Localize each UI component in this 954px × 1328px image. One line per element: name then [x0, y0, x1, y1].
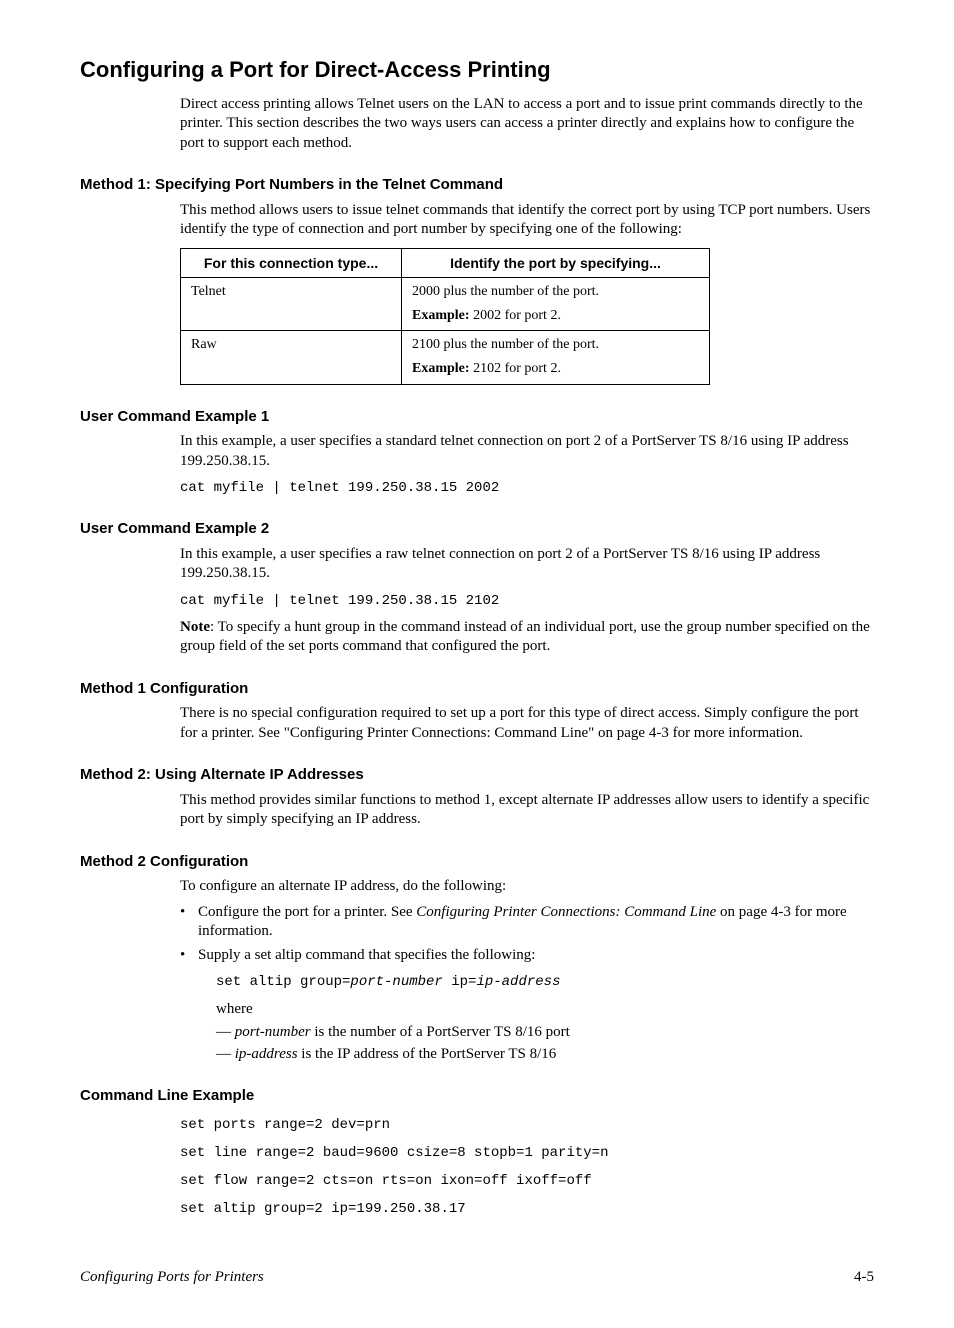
- cle-line: set altip group=2 ip=199.250.38.17: [180, 1200, 874, 1218]
- col-header-type: For this connection type...: [181, 248, 402, 277]
- method1-config-heading: Method 1 Configuration: [80, 679, 874, 699]
- altip-code: set altip group=port-number ip=ip-addres…: [216, 973, 874, 991]
- table-row: Raw 2100 plus the number of the port. Ex…: [181, 331, 710, 384]
- method1-text: This method allows users to issue telnet…: [180, 201, 874, 240]
- method2-config-intro: To configure an alternate IP address, do…: [180, 877, 874, 897]
- table-row: Telnet 2000 plus the number of the port.…: [181, 277, 710, 330]
- list-item: Configure the port for a printer. See Co…: [180, 903, 874, 942]
- method2-text: This method provides similar functions t…: [180, 791, 874, 830]
- example2-note: Note: To specify a hunt group in the com…: [180, 618, 874, 657]
- config-bullet-list: Configure the port for a printer. See Co…: [180, 903, 874, 1064]
- col-header-spec: Identify the port by specifying...: [402, 248, 710, 277]
- method2-config-heading: Method 2 Configuration: [80, 852, 874, 872]
- example1-code: cat myfile | telnet 199.250.38.15 2002: [180, 479, 874, 497]
- page-number: 4-5: [854, 1268, 874, 1288]
- example2-heading: User Command Example 2: [80, 519, 874, 539]
- cell-spec: 2100 plus the number of the port. Exampl…: [402, 331, 710, 384]
- dash-item: — ip-address is the IP address of the Po…: [216, 1045, 874, 1065]
- cle-line: set ports range=2 dev=prn: [180, 1116, 874, 1134]
- cell-type: Telnet: [181, 277, 402, 330]
- method2-heading: Method 2: Using Alternate IP Addresses: [80, 765, 874, 785]
- example1-text: In this example, a user specifies a stan…: [180, 432, 874, 471]
- example2-text: In this example, a user specifies a raw …: [180, 545, 874, 584]
- table-header-row: For this connection type... Identify the…: [181, 248, 710, 277]
- list-item: Supply a set altip command that specifie…: [180, 946, 874, 1064]
- dash-item: — port-number is the number of a PortSer…: [216, 1023, 874, 1043]
- cell-type: Raw: [181, 331, 402, 384]
- page-title: Configuring a Port for Direct-Access Pri…: [80, 56, 874, 85]
- example1-heading: User Command Example 1: [80, 407, 874, 427]
- port-table: For this connection type... Identify the…: [180, 248, 710, 385]
- method1-heading: Method 1: Specifying Port Numbers in the…: [80, 175, 874, 195]
- cle-line: set flow range=2 cts=on rts=on ixon=off …: [180, 1172, 874, 1190]
- cle-line: set line range=2 baud=9600 csize=8 stopb…: [180, 1144, 874, 1162]
- page-footer: Configuring Ports for Printers 4-5: [80, 1268, 874, 1288]
- where-label: where: [216, 1000, 874, 1020]
- cle-heading: Command Line Example: [80, 1086, 874, 1106]
- footer-title: Configuring Ports for Printers: [80, 1268, 264, 1288]
- method1-config-text: There is no special configuration requir…: [180, 704, 874, 743]
- cell-spec: 2000 plus the number of the port. Exampl…: [402, 277, 710, 330]
- example2-code: cat myfile | telnet 199.250.38.15 2102: [180, 592, 874, 610]
- intro-text: Direct access printing allows Telnet use…: [180, 95, 874, 154]
